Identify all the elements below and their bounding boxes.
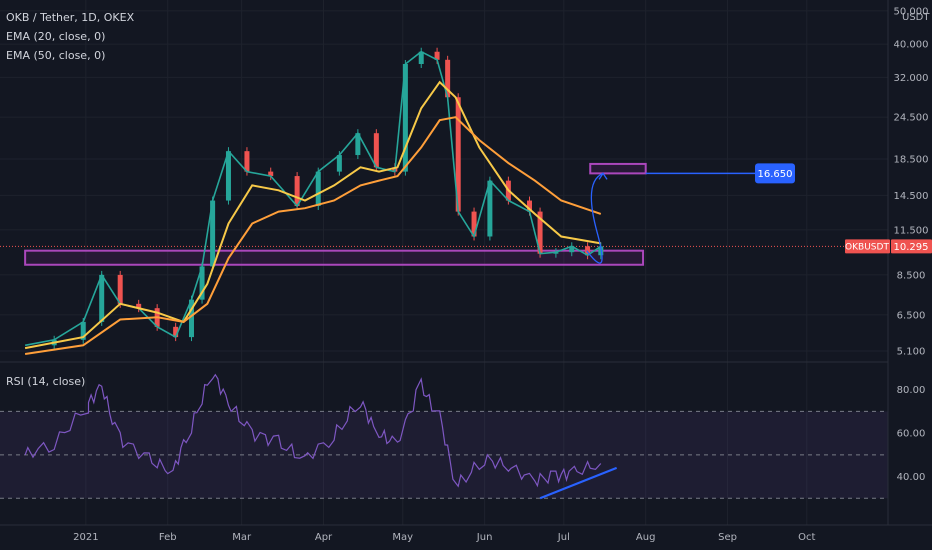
candle-body xyxy=(537,211,543,254)
price-tick-label: 24.500 xyxy=(894,113,929,124)
chart-title: OKB / Tether, 1D, OKEX xyxy=(6,11,135,24)
candle-body xyxy=(445,59,451,98)
target-label: 16.650 xyxy=(758,169,793,180)
price-tick-label: 5.100 xyxy=(897,347,926,358)
candle-body xyxy=(173,326,179,338)
candle-body xyxy=(487,180,493,237)
target-label-box[interactable] xyxy=(755,163,795,184)
time-tick-label: Jun xyxy=(476,532,493,543)
candle-body xyxy=(210,200,216,267)
price-tag-label: 10.295 xyxy=(894,242,929,253)
target-zone[interactable] xyxy=(589,162,647,175)
time-tick-label: Oct xyxy=(798,532,815,543)
price-tick-label: 6.500 xyxy=(897,310,926,321)
support-zone[interactable] xyxy=(24,249,645,266)
candle-body xyxy=(434,51,440,60)
time-tick-label: 2021 xyxy=(73,532,98,543)
rsi-axis-ticks: 80.00 60.00 40.00 xyxy=(897,385,926,483)
price-tick-label: 18.500 xyxy=(894,155,929,166)
candle-body xyxy=(336,155,342,172)
candle-body xyxy=(569,246,575,253)
ema-20-line xyxy=(24,80,601,350)
projection-arrow[interactable] xyxy=(586,172,604,264)
candle-body xyxy=(188,299,194,338)
price-tick-label: 8.500 xyxy=(897,270,926,281)
candle-body xyxy=(315,171,321,206)
rsi-divergence-line[interactable] xyxy=(539,466,618,500)
price-tick-label: 11.500 xyxy=(894,225,929,236)
price-axis-unit: USDT xyxy=(902,12,930,23)
candle-body xyxy=(136,303,142,309)
candle-body xyxy=(199,266,205,300)
candle-body xyxy=(527,200,533,212)
price-axis-ticks: 50.000 40.000 32.000 24.500 18.500 14.500 11.5… xyxy=(894,6,929,357)
rsi-line xyxy=(24,373,602,488)
price-tick-label: 32.000 xyxy=(894,73,929,84)
time-axis-ticks: 2021 Feb Mar Apr May Jun Jul Aug Sep Oct xyxy=(73,532,815,543)
rsi-legend: RSI (14, close) xyxy=(6,375,85,388)
candle-body xyxy=(418,51,424,64)
time-tick-label: Aug xyxy=(636,532,656,543)
ema-50-legend: EMA (50, close, 0) xyxy=(6,49,105,62)
candle-body xyxy=(225,151,231,201)
candle-body xyxy=(355,133,361,156)
candle-body xyxy=(244,151,250,172)
candle-body xyxy=(80,321,86,340)
time-tick-label: May xyxy=(392,532,413,543)
candle-body xyxy=(117,274,123,304)
rsi-tick-label: 60.00 xyxy=(897,429,926,440)
price-tick-label: 50.000 xyxy=(894,6,929,17)
time-tick-label: Apr xyxy=(315,532,333,543)
time-tick-label: Mar xyxy=(232,532,252,543)
price-candles xyxy=(51,47,604,350)
candle-body xyxy=(585,246,591,256)
symbol-tag-label: OKBUSDT xyxy=(845,242,889,252)
candle-body xyxy=(455,97,461,212)
rsi-tick-label: 80.00 xyxy=(897,385,926,396)
candle-body xyxy=(471,211,477,237)
price-tick-label: 14.500 xyxy=(894,191,929,202)
symbol-tag xyxy=(845,239,890,254)
price-tick-label: 40.000 xyxy=(894,40,929,51)
ema-20-legend: EMA (20, close, 0) xyxy=(6,30,105,43)
grid-lines xyxy=(0,0,888,525)
rsi-tick-label: 40.00 xyxy=(897,472,926,483)
price-tag xyxy=(891,239,932,254)
time-tick-label: Feb xyxy=(159,532,177,543)
candle-body xyxy=(294,176,300,206)
candle-body xyxy=(99,274,105,322)
candle-body xyxy=(402,63,408,172)
rsi-level-lines xyxy=(0,410,888,499)
time-tick-label: Sep xyxy=(718,532,737,543)
candle-body xyxy=(268,171,274,177)
candle-body xyxy=(373,133,379,168)
time-tick-label: Jul xyxy=(557,532,570,543)
projection-arrow-head xyxy=(598,172,608,180)
ema-50-line xyxy=(24,116,602,355)
